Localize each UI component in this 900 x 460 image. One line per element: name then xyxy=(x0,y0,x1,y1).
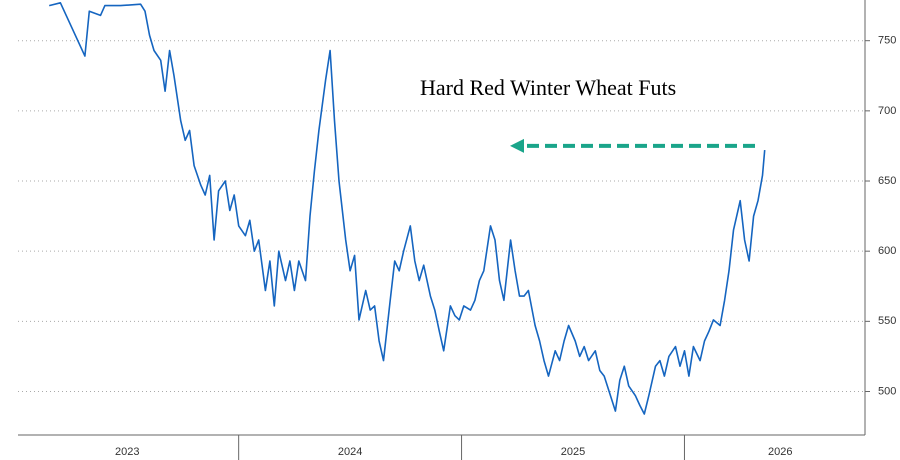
price-line xyxy=(49,1,766,415)
y-tick-label: 500 xyxy=(878,385,896,397)
arrow-head xyxy=(510,138,524,153)
annotation: Hard Red Winter Wheat Futs xyxy=(420,75,676,100)
x-tick-label: 2024 xyxy=(338,446,362,458)
y-tick-label: 750 xyxy=(878,35,896,47)
x-tick-label: 2026 xyxy=(768,446,792,458)
x-tick-label: 2025 xyxy=(561,446,585,458)
y-tick-label: 650 xyxy=(878,175,896,187)
x-tick-label: 2023 xyxy=(115,446,139,458)
y-tick-label: 700 xyxy=(878,105,896,117)
y-tick-label: 600 xyxy=(878,245,896,257)
y-tick-label: 550 xyxy=(878,315,896,327)
